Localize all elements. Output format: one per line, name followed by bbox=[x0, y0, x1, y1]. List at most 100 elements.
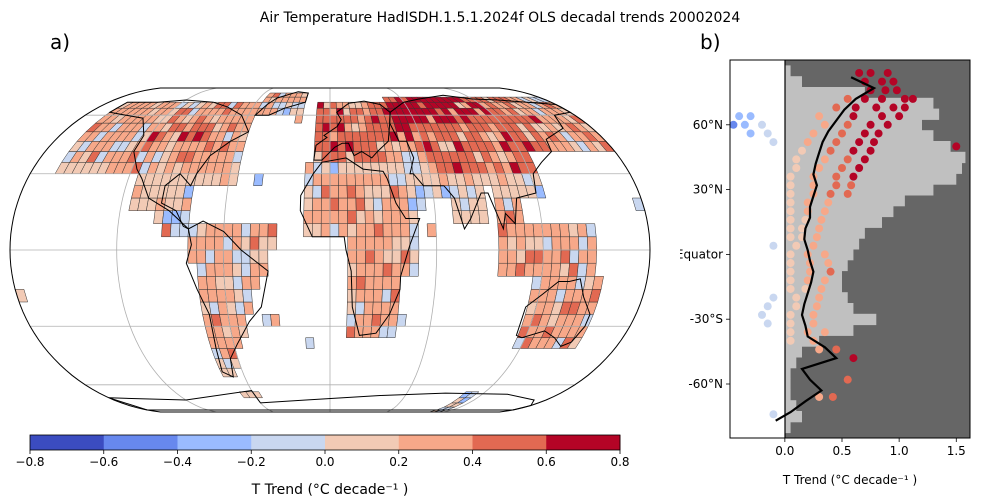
map-cell bbox=[364, 276, 375, 290]
map-cell bbox=[364, 289, 374, 303]
map-cell bbox=[389, 185, 400, 199]
map-cell bbox=[408, 210, 419, 224]
map-cell bbox=[242, 289, 253, 303]
land-fraction-bar bbox=[784, 411, 802, 423]
map-cell bbox=[388, 173, 399, 186]
y-tick-label: Equator bbox=[680, 247, 723, 261]
trend-point bbox=[786, 181, 795, 190]
map-cell bbox=[321, 185, 331, 199]
map-cell bbox=[329, 223, 340, 238]
map-cell bbox=[391, 249, 402, 264]
trend-point bbox=[735, 112, 744, 121]
map-cell bbox=[592, 276, 604, 290]
map-cell bbox=[347, 210, 357, 224]
colorbar-label: T Trend (°C decade⁻¹ ) bbox=[251, 482, 409, 498]
map-cell bbox=[214, 262, 225, 277]
trend-point bbox=[758, 310, 766, 319]
map-cell bbox=[381, 197, 392, 211]
map-cell bbox=[362, 326, 372, 338]
colorbar-tick-label: −0.4 bbox=[163, 455, 192, 469]
map-cell bbox=[355, 197, 366, 211]
map-cell bbox=[386, 326, 397, 338]
trend-point bbox=[872, 103, 881, 112]
map-cell bbox=[397, 185, 408, 199]
coastline bbox=[389, 94, 572, 231]
map-cell bbox=[569, 236, 580, 251]
trend-point bbox=[809, 241, 818, 250]
trend-point bbox=[786, 259, 795, 268]
map-cell bbox=[314, 131, 323, 142]
graticule-meridian bbox=[116, 87, 217, 413]
map-cell bbox=[352, 141, 362, 152]
trend-point bbox=[832, 345, 841, 354]
colorbar-tick-label: 0.8 bbox=[610, 455, 629, 469]
land-fraction-bar bbox=[784, 249, 854, 261]
map-cell bbox=[398, 197, 409, 211]
map-cell bbox=[196, 236, 207, 251]
trend-point bbox=[866, 68, 875, 77]
map-cell bbox=[363, 185, 374, 199]
trend-point bbox=[843, 94, 852, 103]
trend-point bbox=[786, 319, 795, 328]
trend-point bbox=[786, 267, 795, 276]
trend-point bbox=[792, 293, 801, 302]
trend-point bbox=[729, 120, 738, 129]
map-cell bbox=[406, 185, 417, 199]
colorbar-swatch bbox=[251, 435, 326, 450]
land-fraction-bar bbox=[784, 346, 802, 358]
map-cell bbox=[207, 289, 218, 303]
map-panel bbox=[9, 87, 651, 413]
map-cell bbox=[426, 223, 437, 238]
trend-point bbox=[843, 189, 852, 198]
graticule-meridian bbox=[222, 87, 274, 413]
trend-point bbox=[828, 392, 837, 401]
land-fraction-bar bbox=[784, 205, 894, 218]
map-cell bbox=[370, 162, 381, 174]
trend-point bbox=[803, 276, 812, 285]
x-tick-label: 0.5 bbox=[832, 444, 851, 458]
trend-point bbox=[849, 354, 858, 363]
land-fraction-bar bbox=[784, 141, 951, 153]
map-cell bbox=[365, 223, 375, 238]
map-cell bbox=[532, 223, 544, 238]
map-cell bbox=[205, 236, 215, 251]
map-cell bbox=[373, 276, 384, 290]
map-cell bbox=[355, 276, 366, 290]
map-cell bbox=[312, 185, 322, 199]
map-cell bbox=[320, 223, 331, 238]
map-cell bbox=[550, 262, 561, 277]
map-cell bbox=[373, 262, 384, 277]
trend-point bbox=[832, 172, 841, 181]
trend-point bbox=[900, 94, 909, 103]
map-cell bbox=[253, 173, 264, 186]
map-cell bbox=[370, 326, 381, 338]
map-cell bbox=[347, 223, 357, 238]
coastline bbox=[253, 91, 309, 116]
map-cell bbox=[178, 223, 190, 238]
map-cell bbox=[214, 249, 224, 264]
map-cell bbox=[342, 107, 351, 116]
map-cell bbox=[363, 173, 373, 186]
trend-point bbox=[769, 138, 778, 147]
y-tick-label: -60°N bbox=[688, 377, 723, 391]
map-cell bbox=[338, 223, 348, 238]
map-cell bbox=[337, 131, 346, 142]
land-fraction-bar bbox=[784, 108, 940, 120]
trend-point bbox=[838, 129, 846, 138]
trend-point bbox=[820, 120, 829, 129]
land-fraction-bar bbox=[784, 313, 877, 326]
map-cell bbox=[312, 223, 322, 238]
map-cell bbox=[380, 185, 391, 199]
map-cell bbox=[391, 236, 402, 251]
trend-point bbox=[838, 164, 846, 172]
trend-point bbox=[786, 284, 795, 293]
map-cell bbox=[409, 262, 419, 277]
trend-point bbox=[952, 142, 961, 151]
map-cell bbox=[338, 185, 348, 199]
map-cell bbox=[576, 262, 588, 277]
map-cell bbox=[346, 162, 356, 174]
map-cell bbox=[576, 223, 588, 238]
map-cell bbox=[391, 262, 402, 277]
map-cell bbox=[382, 276, 393, 290]
map-cell bbox=[409, 236, 420, 251]
